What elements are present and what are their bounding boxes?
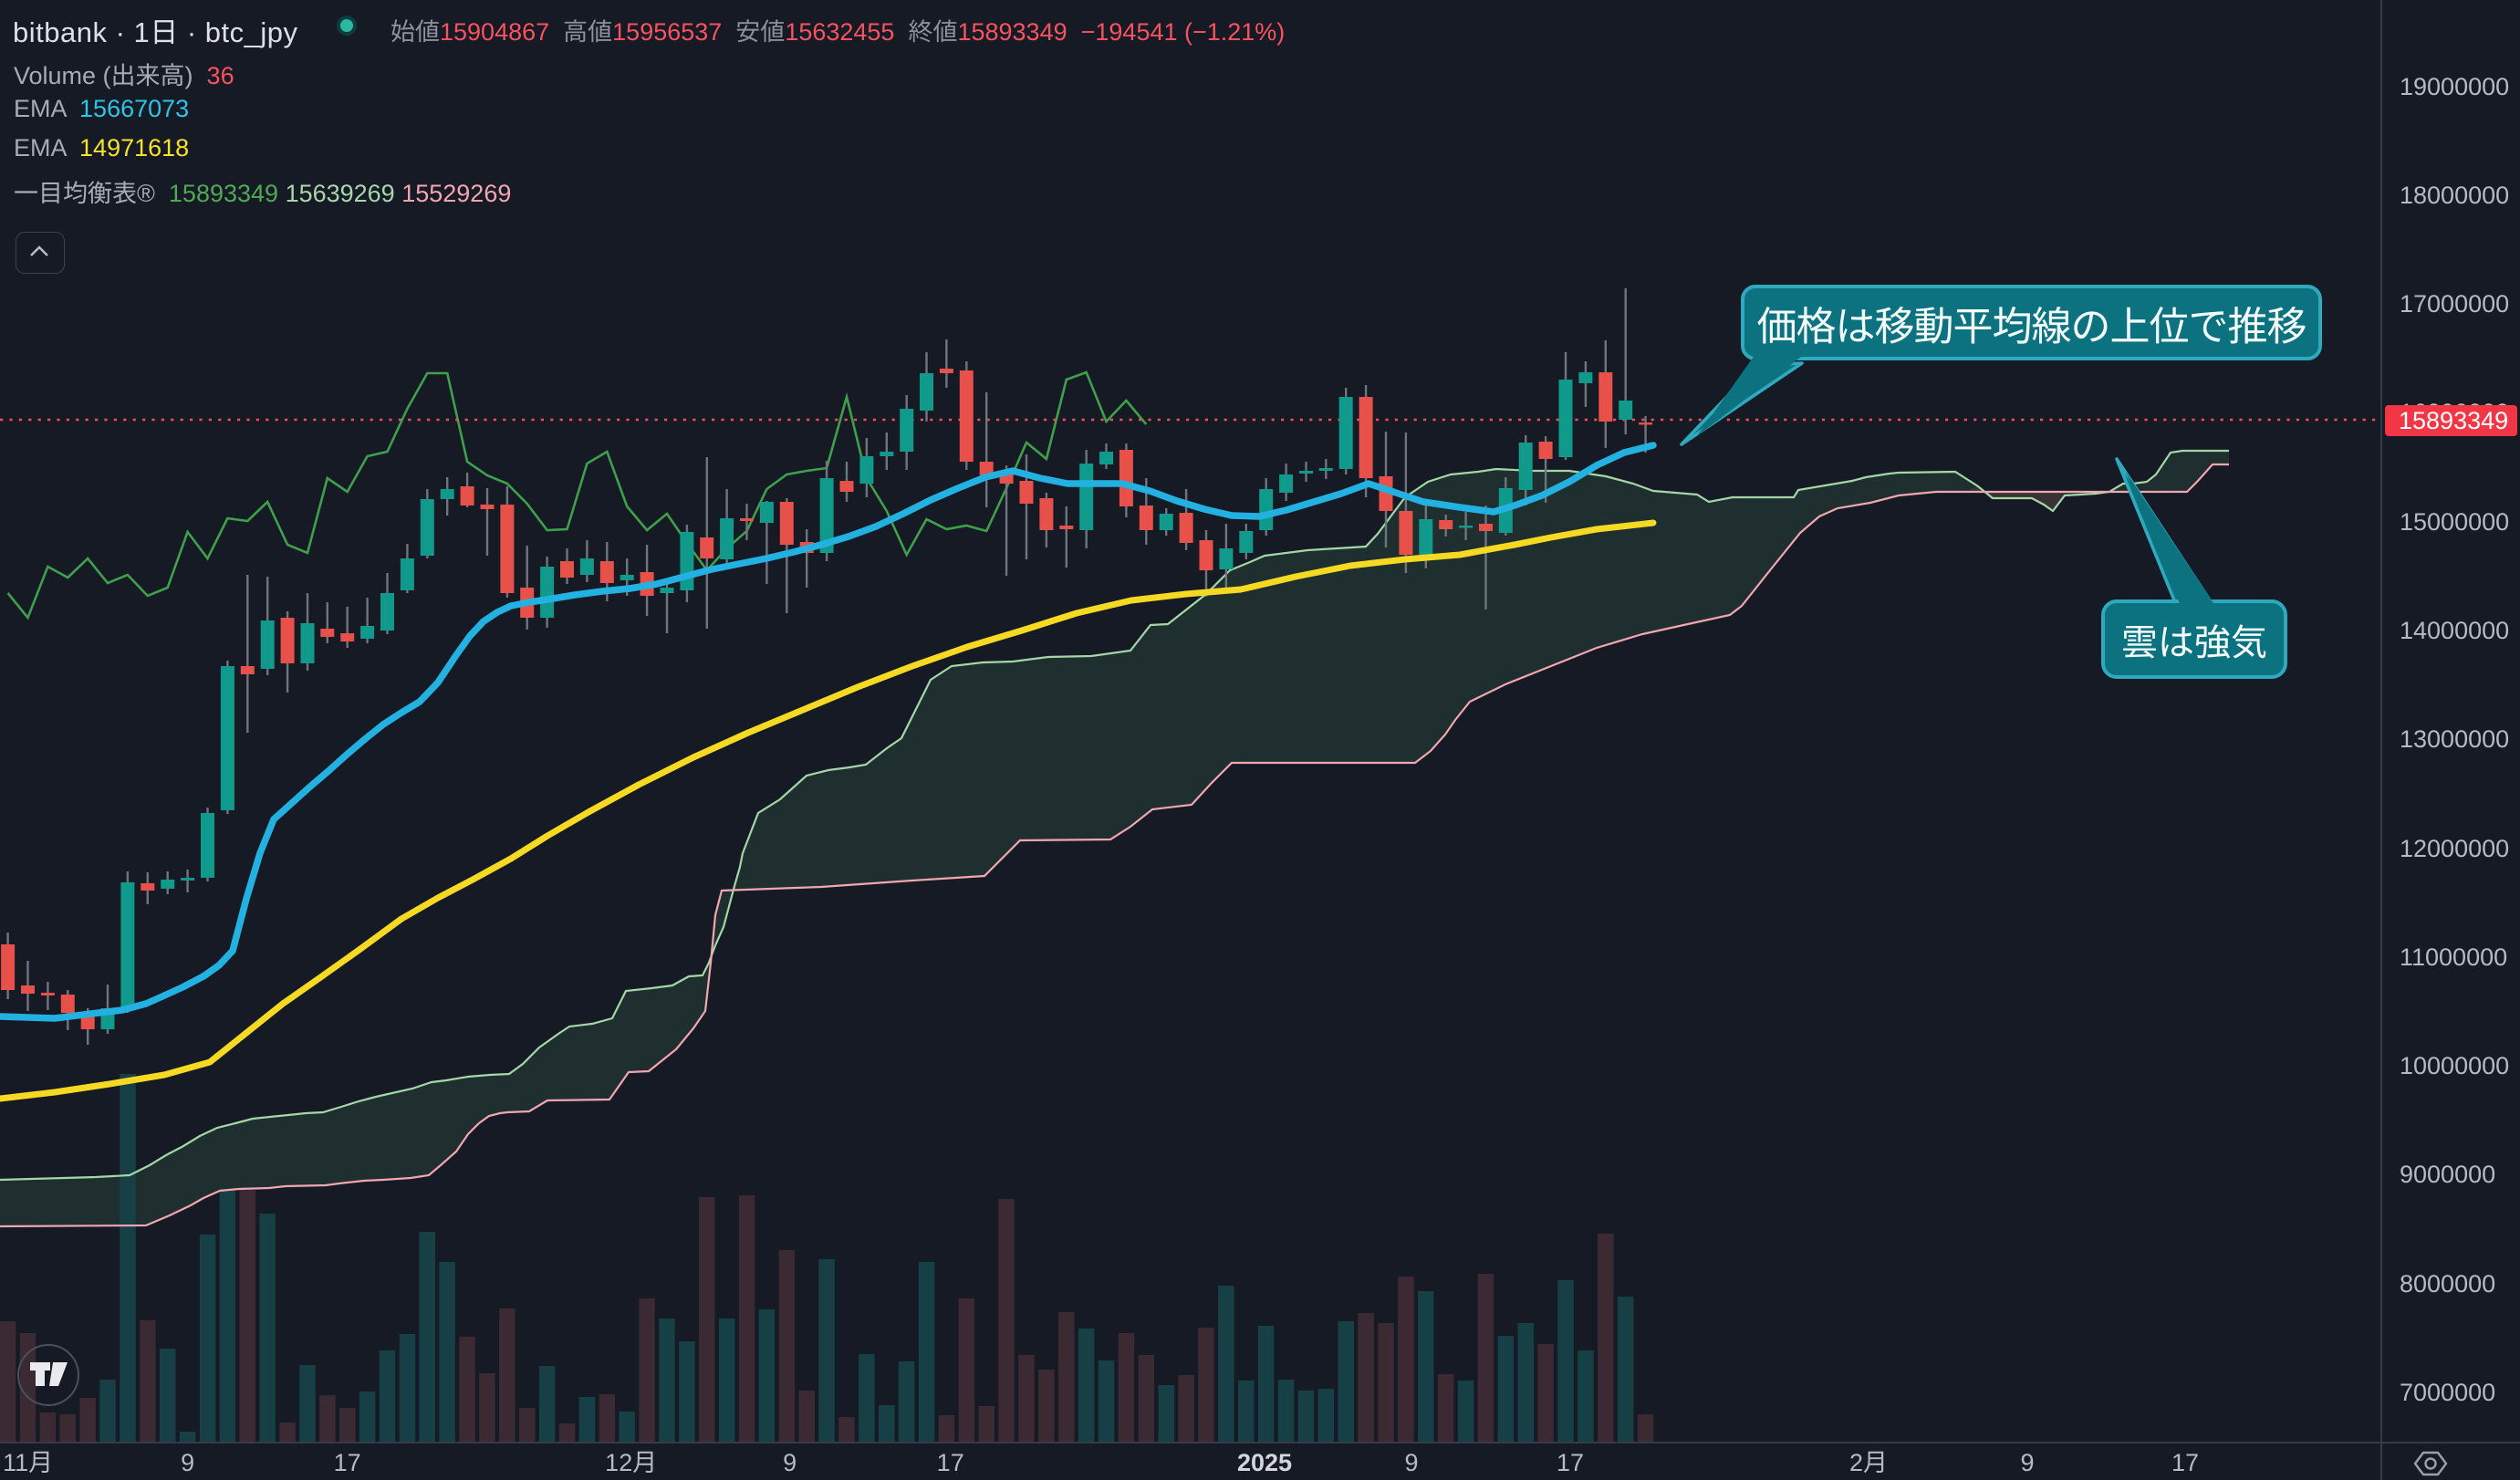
svg-text:11000000: 11000000 <box>2400 943 2507 971</box>
svg-text:2月: 2月 <box>1849 1449 1888 1476</box>
svg-text:9: 9 <box>2020 1449 2034 1476</box>
svg-text:10000000: 10000000 <box>2400 1052 2509 1079</box>
svg-text:9: 9 <box>1404 1449 1418 1476</box>
svg-text:2025: 2025 <box>1237 1449 1292 1476</box>
svg-text:17: 17 <box>334 1449 361 1476</box>
svg-text:9000000: 9000000 <box>2400 1161 2495 1188</box>
svg-text:8000000: 8000000 <box>2400 1270 2495 1298</box>
svg-text:17: 17 <box>937 1449 964 1476</box>
svg-text:17: 17 <box>2171 1449 2199 1476</box>
svg-text:11月: 11月 <box>3 1449 53 1476</box>
svg-text:15000000: 15000000 <box>2400 508 2509 536</box>
svg-text:14000000: 14000000 <box>2400 617 2509 644</box>
svg-text:7000000: 7000000 <box>2400 1379 2495 1406</box>
svg-text:17000000: 17000000 <box>2400 290 2509 318</box>
svg-text:18000000: 18000000 <box>2400 182 2509 209</box>
svg-text:19000000: 19000000 <box>2400 73 2509 100</box>
svg-text:13000000: 13000000 <box>2400 725 2509 753</box>
svg-text:17: 17 <box>1557 1449 1584 1476</box>
svg-text:9: 9 <box>181 1449 194 1476</box>
svg-text:12月: 12月 <box>605 1449 657 1476</box>
svg-text:12000000: 12000000 <box>2400 835 2509 862</box>
svg-text:9: 9 <box>783 1449 797 1476</box>
svg-text:15893349: 15893349 <box>2399 407 2508 434</box>
